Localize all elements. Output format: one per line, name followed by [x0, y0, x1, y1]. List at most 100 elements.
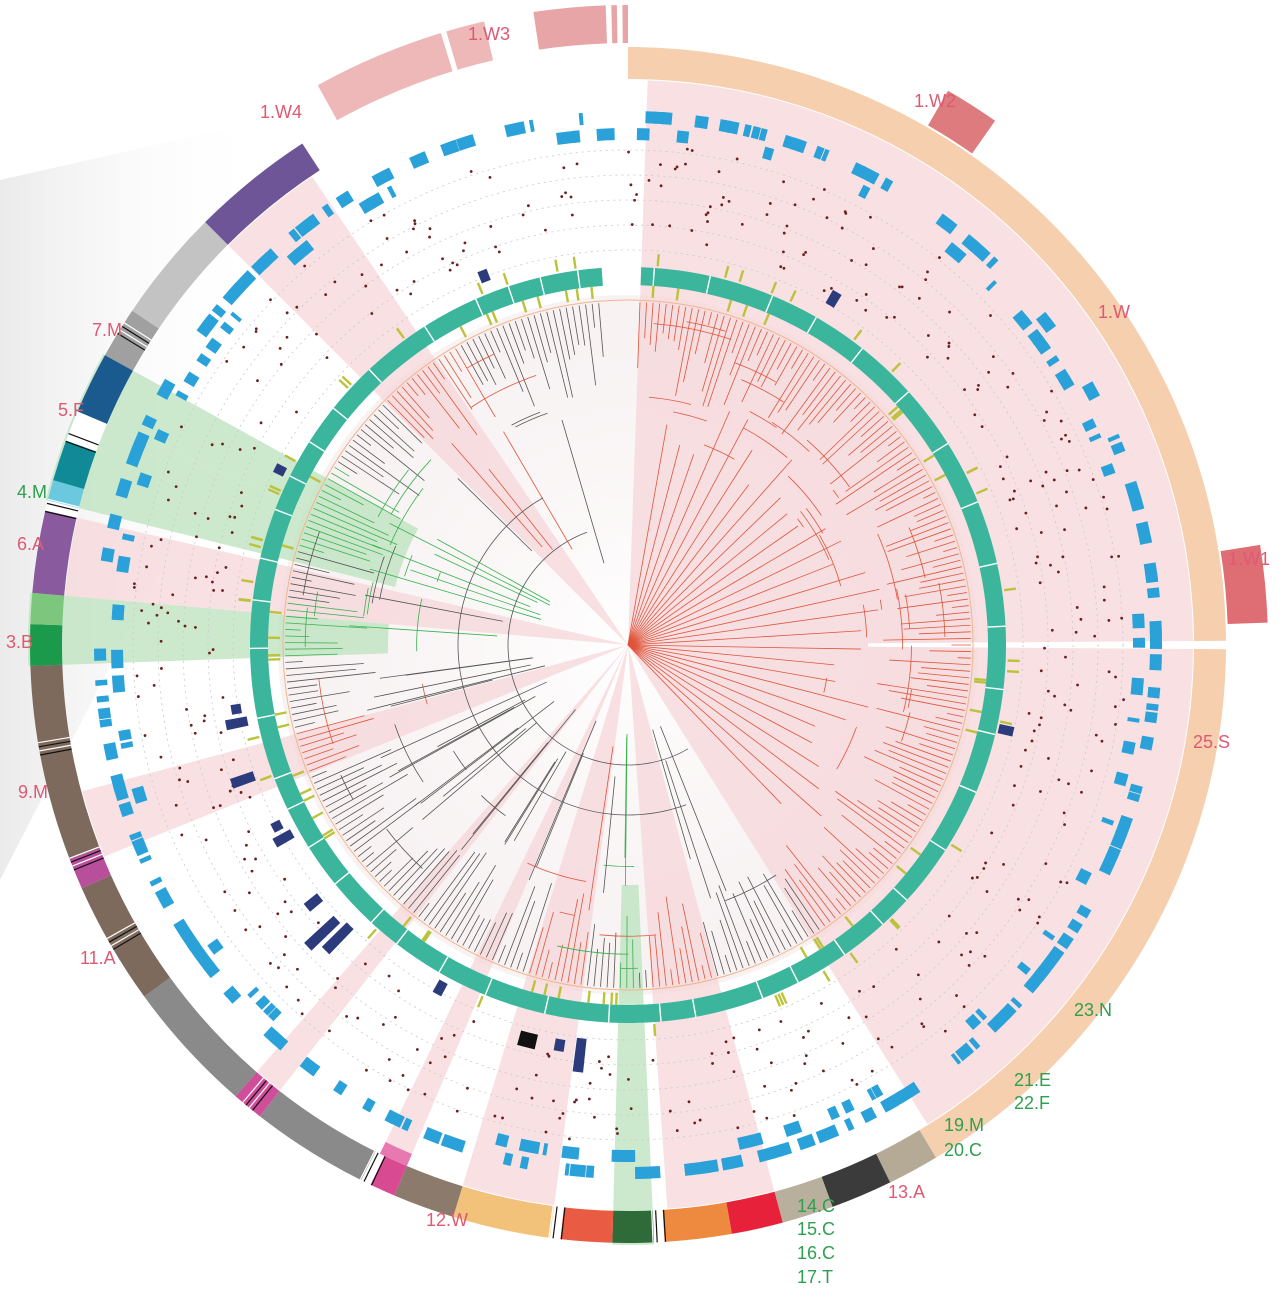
dot	[847, 1016, 851, 1020]
blue-block	[401, 1117, 413, 1132]
tree-branch	[919, 579, 965, 589]
dot	[203, 714, 207, 718]
dot	[254, 857, 257, 861]
teal-divider	[576, 270, 581, 289]
tree-branch	[406, 382, 419, 397]
ring-stripe	[123, 322, 152, 341]
tree-branch	[290, 702, 317, 709]
dot	[890, 1045, 894, 1049]
tree-branch	[627, 411, 730, 646]
dot	[812, 197, 815, 201]
tree-arc	[302, 531, 320, 596]
dot	[870, 1069, 874, 1073]
dot	[946, 356, 950, 360]
dot	[1019, 764, 1023, 768]
dot	[1107, 619, 1111, 622]
tree-branch	[683, 309, 700, 383]
dot	[651, 1058, 655, 1062]
tree-branch	[627, 644, 813, 744]
tree-branch	[572, 306, 580, 345]
dot	[562, 166, 566, 170]
ring-stripe	[38, 740, 71, 748]
tree-arc	[903, 645, 912, 713]
dot	[1063, 703, 1067, 707]
tree-branch	[285, 661, 303, 663]
lime-tick	[277, 723, 290, 729]
lime-tick	[675, 288, 680, 301]
tree-branch	[704, 313, 719, 364]
outer-ring-segment	[69, 847, 111, 889]
tree-arc	[905, 594, 910, 629]
dot	[926, 355, 929, 359]
tree-branch	[422, 370, 441, 394]
tree-branch	[337, 461, 358, 474]
label-7M: 7.M	[92, 320, 122, 340]
tree-branch	[808, 379, 847, 425]
teal-divider	[960, 501, 979, 510]
teal-divider	[987, 625, 1006, 628]
dot	[955, 994, 958, 997]
tree-branch	[673, 305, 680, 342]
blue-block	[201, 313, 219, 331]
grid-ring	[157, 174, 1099, 1116]
blue-block	[1126, 791, 1141, 803]
dot	[219, 731, 223, 734]
dot	[705, 243, 709, 247]
ring-stripe	[367, 1154, 383, 1184]
label-23N: 23.N	[1074, 1000, 1112, 1020]
tree-branch	[527, 316, 551, 390]
blue-block	[103, 742, 119, 761]
dot	[785, 224, 789, 228]
tree-branch	[414, 727, 519, 807]
label-4M: 4.M	[17, 482, 47, 502]
blue-block	[149, 876, 163, 887]
lime-tick	[774, 994, 782, 1007]
ring-stripe	[121, 325, 150, 344]
tree-branch	[874, 779, 930, 810]
tree-branch	[389, 523, 551, 606]
tree-branch	[873, 463, 920, 493]
dot	[1008, 498, 1012, 502]
dot	[178, 766, 182, 770]
label-1W3: 1.W3	[468, 24, 510, 44]
label-9M: 9.M	[18, 782, 48, 802]
teal-divider	[755, 981, 764, 999]
blue-block	[131, 431, 150, 452]
lime-tick	[587, 990, 591, 1003]
dot	[159, 606, 163, 610]
tree-arc	[511, 411, 541, 426]
blue-block	[205, 337, 222, 354]
blue-block	[111, 649, 124, 669]
tree-branch	[702, 317, 731, 407]
blue-block	[518, 1138, 541, 1155]
tree-branch	[296, 715, 365, 735]
blue-block	[611, 1149, 620, 1162]
tree-branch	[478, 336, 495, 369]
ring-stripe	[245, 1080, 267, 1106]
dot	[607, 1055, 610, 1059]
tree-branch	[648, 936, 654, 988]
ring-stripe	[45, 506, 78, 516]
tree-branch	[746, 941, 756, 964]
dot	[600, 1066, 603, 1070]
blue-block	[255, 995, 271, 1010]
tree-branch	[298, 718, 374, 741]
dot	[802, 253, 805, 257]
ring-stripe	[552, 1206, 558, 1239]
dot	[872, 247, 875, 250]
dot	[397, 989, 400, 993]
outer-ring-segment	[259, 1091, 376, 1181]
tree-branch	[366, 827, 414, 868]
tree-branch	[784, 887, 815, 934]
tree-branch	[763, 885, 798, 944]
blue-block	[985, 280, 998, 292]
tree-branch	[694, 310, 706, 355]
dot	[428, 1061, 432, 1065]
tree-branch	[293, 570, 355, 585]
blue-block	[1017, 316, 1031, 328]
dot	[253, 446, 256, 450]
tree-branch	[539, 313, 552, 354]
tree-branch	[660, 726, 727, 891]
label-1W: 1.W	[1098, 302, 1130, 322]
tree-branch	[667, 304, 674, 340]
